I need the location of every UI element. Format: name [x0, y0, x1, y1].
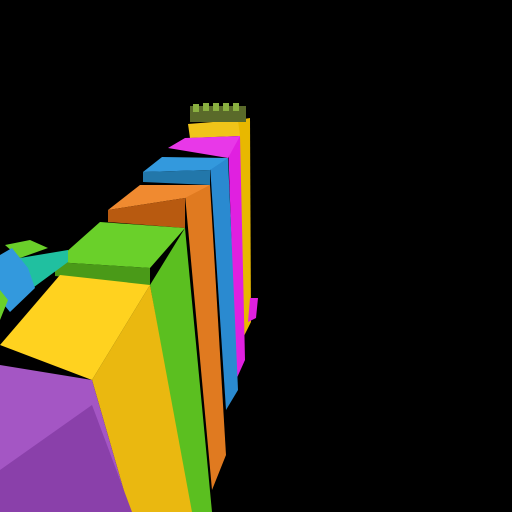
figure — [213, 103, 219, 111]
block-top — [188, 120, 240, 138]
block-top — [55, 222, 185, 268]
block-side — [185, 185, 226, 490]
block-top — [108, 185, 210, 210]
figure — [223, 103, 229, 111]
figures — [190, 103, 246, 122]
block-side — [92, 285, 192, 512]
small-block — [0, 248, 35, 312]
block-front — [108, 198, 185, 228]
block-side — [210, 158, 238, 410]
block-front — [55, 262, 150, 286]
block-top — [0, 275, 150, 380]
small-block — [0, 290, 8, 320]
figure — [203, 103, 209, 111]
floor-strip — [248, 298, 258, 322]
block-top — [143, 157, 228, 172]
block-side — [150, 228, 212, 512]
block-side — [228, 136, 245, 380]
block-front — [143, 170, 210, 185]
figure — [233, 103, 239, 111]
block-shade — [0, 405, 132, 512]
figure — [193, 104, 199, 112]
block-top — [168, 136, 240, 158]
